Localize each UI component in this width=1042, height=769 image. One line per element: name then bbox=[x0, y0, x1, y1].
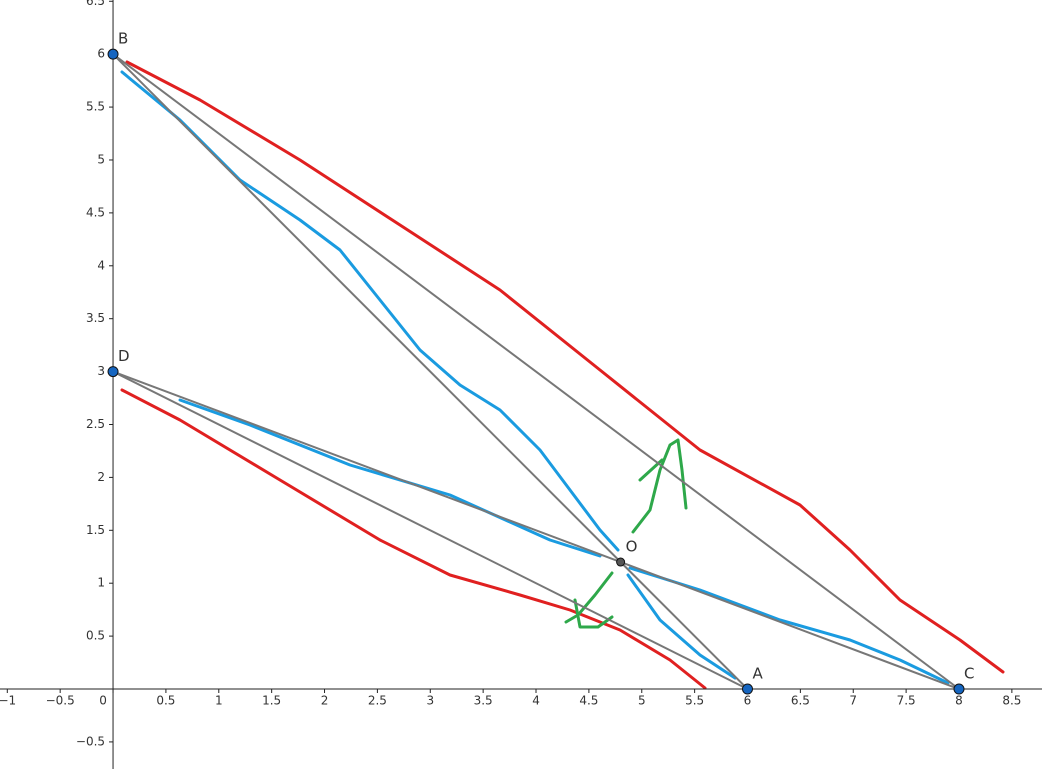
y-tick-label: 0.5 bbox=[86, 629, 105, 643]
segment bbox=[112, 370, 748, 690]
y-tick-label: 4 bbox=[97, 258, 105, 272]
y-tick-label: 3.5 bbox=[86, 311, 105, 325]
y-tick-label: 6.5 bbox=[86, 0, 105, 8]
x-tick-label: 7 bbox=[849, 694, 857, 708]
green-stroke bbox=[631, 438, 688, 534]
red-stroke bbox=[120, 388, 707, 690]
y-tick-label: 3 bbox=[97, 364, 105, 378]
x-tick-label: 2 bbox=[321, 694, 329, 708]
x-tick-label: 0.5 bbox=[156, 694, 175, 708]
green-stroke bbox=[564, 571, 614, 624]
green-stroke bbox=[573, 598, 614, 629]
x-tick-label: 5.5 bbox=[685, 694, 704, 708]
point bbox=[616, 557, 626, 567]
y-tick-label: 4.5 bbox=[86, 205, 105, 219]
y-tick-label: −0.5 bbox=[76, 734, 105, 748]
point bbox=[953, 683, 965, 695]
x-tick-label: 4.5 bbox=[579, 694, 598, 708]
x-tick-label: 4 bbox=[532, 694, 540, 708]
x-tick-label: 6.5 bbox=[791, 694, 810, 708]
blue-stroke bbox=[628, 566, 950, 685]
segment bbox=[112, 370, 960, 690]
x-tick-label: 8 bbox=[955, 694, 963, 708]
x-tick-label: −1 bbox=[0, 694, 16, 708]
y-tick-label: 1.5 bbox=[86, 523, 105, 537]
y-tick-label: 5.5 bbox=[86, 100, 105, 114]
point bbox=[742, 683, 754, 695]
point-label: C bbox=[964, 665, 974, 683]
point-label: D bbox=[118, 347, 130, 365]
x-tick-label: 2.5 bbox=[368, 694, 387, 708]
y-tick-label: 2 bbox=[97, 470, 105, 484]
x-tick-label: 1 bbox=[215, 694, 223, 708]
point bbox=[107, 366, 119, 378]
x-tick-label: 5 bbox=[638, 694, 646, 708]
y-tick-label: 5 bbox=[97, 152, 105, 166]
segment bbox=[112, 53, 749, 690]
x-tick-label: 3 bbox=[426, 694, 434, 708]
y-tick-label: 1 bbox=[97, 576, 105, 590]
x-tick-label: −0.5 bbox=[46, 694, 75, 708]
point-label: B bbox=[118, 30, 128, 48]
segment bbox=[112, 53, 960, 690]
point bbox=[107, 48, 119, 60]
point-label: A bbox=[753, 665, 764, 683]
red-stroke bbox=[125, 60, 1005, 674]
x-tick-label: 7.5 bbox=[897, 694, 916, 708]
blue-stroke bbox=[626, 573, 737, 680]
y-tick-label: 6 bbox=[97, 47, 105, 61]
x-tick-label: 1.5 bbox=[262, 694, 281, 708]
x-tick-label: 6 bbox=[744, 694, 752, 708]
y-tick-label: 2.5 bbox=[86, 417, 105, 431]
point-label: O bbox=[626, 538, 638, 556]
x-tick-label: 3.5 bbox=[474, 694, 493, 708]
freehand-strokes bbox=[120, 60, 1005, 690]
x-tick-label: 0 bbox=[99, 694, 107, 708]
x-tick-label: 8.5 bbox=[1002, 694, 1021, 708]
